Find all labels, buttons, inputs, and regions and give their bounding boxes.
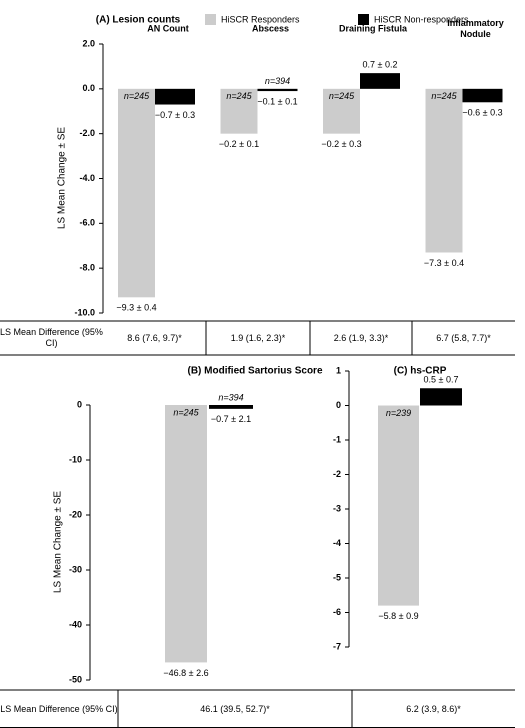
y-tick-label: -2.0 [79,128,95,138]
bar [257,88,298,92]
y-tick-label: 0 [77,399,82,409]
n-label: n=245 [124,91,150,101]
bar [425,88,463,253]
category-label: AN Count [147,23,189,34]
table-cell: 1.9 (1.6, 2.3)* [230,332,286,343]
y-tick-label: -2 [333,469,341,479]
n-label: n=394 [470,90,495,100]
y-tick-label: 0.0 [82,83,95,93]
chart-title: (A) Lesion counts [96,15,181,26]
n-label: n=239 [386,408,411,418]
y-tick-label: -6.0 [79,218,95,228]
value-label: −46.8 ± 2.6 [163,668,208,678]
table-row-label: LS Mean Difference (95% CI) [0,327,103,348]
y-tick-label: -4.0 [79,173,95,183]
value-label: 0.5 ± 0.7 [424,375,459,385]
n-label: n=245 [226,91,252,101]
value-label: −0.7 ± 0.3 [155,110,195,120]
n-label: n=245 [431,91,457,101]
table-cell: 8.6 (7.6, 9.7)* [127,332,182,343]
y-tick-label: 0 [336,400,341,410]
legend-label: HiSCR Responders [221,14,300,24]
table-row-label: LS Mean Difference (95% CI) [0,703,118,714]
value-label: −5.8 ± 0.9 [378,611,418,621]
y-tick-label: -3 [333,503,341,513]
table-cell: 46.1 (39.5, 52.7)* [200,703,270,714]
y-tick-label: -30 [69,564,82,574]
table-cell: 2.6 (1.9, 3.3)* [333,332,389,343]
bar [209,405,253,409]
bar [155,88,195,105]
chart-title: (B) Modified Sartorius Score [187,366,322,377]
y-tick-label: -10.0 [74,307,95,317]
y-tick-label: -40 [69,619,82,629]
value-label: −0.7 ± 2.1 [211,414,251,424]
bar [220,88,258,134]
bar [165,405,207,663]
y-tick-label: -20 [69,509,82,519]
legend-label: HiSCR Non-responders [374,14,469,24]
bar [462,88,503,103]
category-label: Draining Fistula [338,23,407,34]
n-label: n=394 [367,75,392,85]
value-label: 0.7 ± 0.2 [363,60,398,70]
y-tick-label: -6 [333,607,341,617]
y-axis-label: LS Mean Change ± SE [57,127,68,230]
value-label: −7.3 ± 0.4 [424,258,464,268]
bar [118,88,155,298]
value-label: −9.3 ± 0.4 [116,303,156,313]
bar [360,73,400,89]
n-label: n=394 [265,76,290,86]
y-tick-label: -8.0 [79,263,95,273]
y-tick-label: -50 [69,674,82,684]
n-label: n=245 [173,407,199,417]
y-tick-label: 1 [336,365,341,375]
table-cell: 6.7 (5.8, 7.7)* [436,332,491,343]
legend-swatch [205,14,216,25]
bar [420,388,462,406]
n-label: n=355 [428,391,454,401]
category-label: Inflammatory Nodule [447,18,504,39]
category-label: Abscess [251,23,290,34]
n-label: n=394 [162,91,187,101]
y-tick-label: 2.0 [82,38,95,48]
n-label: n=245 [329,91,355,101]
y-tick-label: -7 [333,641,341,651]
value-label: −0.2 ± 0.1 [219,139,259,149]
y-axis-label: LS Mean Change ± SE [53,491,64,594]
chart-title: (C) hs-CRP [394,366,447,377]
value-label: −0.1 ± 0.1 [257,96,297,106]
y-tick-label: -5 [333,572,341,582]
y-tick-label: -4 [333,538,341,548]
legend-swatch [358,14,369,25]
n-label: n=394 [218,392,243,402]
bar [378,405,419,606]
y-tick-label: -10 [69,454,82,464]
value-label: −0.2 ± 0.3 [321,139,361,149]
table-cell: 6.2 (3.9, 8.6)* [406,703,461,714]
bar [323,88,360,134]
y-tick-label: -1 [333,434,341,444]
value-label: −0.6 ± 0.3 [462,108,502,118]
